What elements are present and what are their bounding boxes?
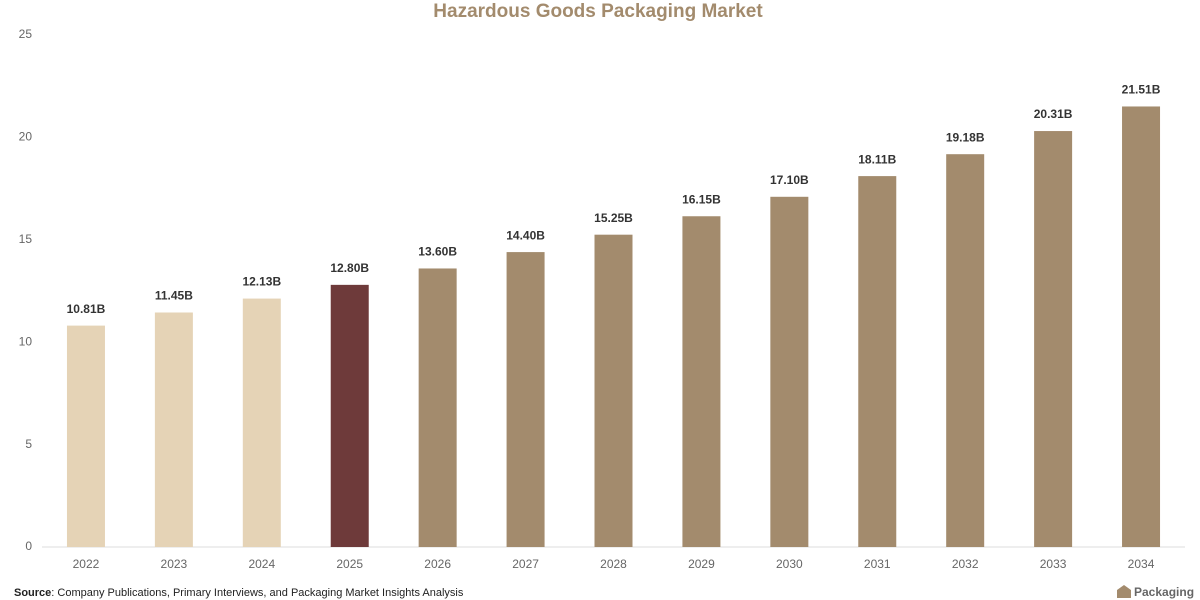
x-tick-label: 2025 [336, 557, 363, 571]
x-tick-label: 2022 [73, 557, 100, 571]
bar [242, 298, 281, 547]
value-label: 21.51B [1122, 83, 1161, 97]
source-note: Source: Company Publications, Primary In… [14, 587, 464, 599]
x-tick-label: 2027 [512, 557, 539, 571]
x-tick-label: 2024 [248, 557, 275, 571]
bar [946, 154, 985, 547]
value-label: 13.60B [418, 245, 457, 259]
y-tick-label: 0 [25, 539, 32, 553]
x-tick-label: 2023 [161, 557, 188, 571]
logo-icon [1117, 585, 1131, 598]
bar [66, 325, 105, 547]
x-tick-label: 2032 [952, 557, 979, 571]
bar [418, 268, 457, 547]
bar [858, 176, 897, 548]
bar [506, 252, 545, 547]
bar [1122, 106, 1161, 548]
y-tick-label: 25 [19, 27, 33, 41]
chart-title: Hazardous Goods Packaging Market [433, 1, 763, 22]
y-tick-label: 10 [19, 334, 33, 348]
source-label: Source [14, 587, 51, 599]
bar [330, 284, 369, 547]
value-label: 10.81B [67, 302, 106, 316]
value-label: 14.40B [506, 228, 545, 242]
bar [682, 216, 721, 548]
source-text: : Company Publications, Primary Intervie… [51, 587, 464, 599]
x-tick-label: 2026 [424, 557, 451, 571]
bar [1034, 131, 1073, 547]
y-tick-label: 5 [25, 437, 32, 451]
bar [154, 312, 193, 547]
value-label: 17.10B [770, 173, 809, 187]
value-label: 15.25B [594, 211, 633, 225]
y-tick-label: 20 [19, 130, 33, 144]
value-label: 16.15B [682, 192, 721, 206]
value-label: 12.80B [330, 261, 369, 275]
x-tick-label: 2033 [1040, 557, 1067, 571]
x-tick-label: 2034 [1128, 557, 1155, 571]
bar [594, 234, 633, 547]
value-label: 11.45B [155, 289, 193, 303]
x-tick-label: 2028 [600, 557, 627, 571]
x-tick-label: 2031 [864, 557, 891, 571]
logo-text: Packaging [1134, 585, 1194, 599]
x-tick-label: 2030 [776, 557, 803, 571]
value-label: 18.11B [858, 152, 896, 166]
value-label: 12.13B [242, 275, 281, 289]
value-label: 19.18B [946, 130, 985, 144]
x-tick-label: 2029 [688, 557, 715, 571]
bar [770, 196, 809, 548]
value-label: 20.31B [1034, 107, 1073, 121]
y-tick-label: 15 [19, 232, 33, 246]
